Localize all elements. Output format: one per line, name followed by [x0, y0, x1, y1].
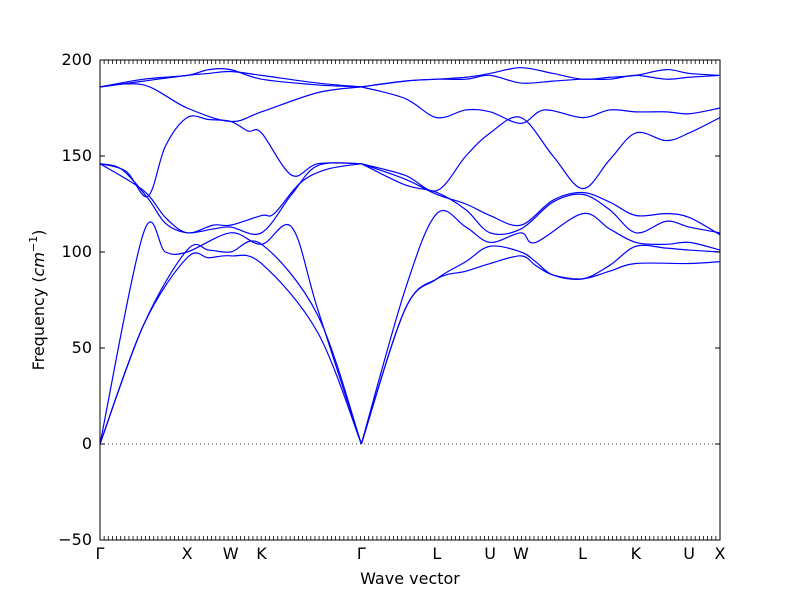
x-tick-label: Γ [96, 544, 105, 563]
x-tick-label: U [683, 544, 695, 563]
x-tick-label: K [631, 544, 642, 563]
branch-line-8 [99, 70, 362, 88]
branch-line-1 [99, 221, 362, 445]
branch-line-9 [99, 68, 362, 88]
y-tick-label: 100 [61, 242, 92, 261]
branch-line-11 [360, 244, 721, 445]
branch-line-3 [99, 240, 362, 445]
y-tick-label: 0 [82, 434, 92, 453]
x-tick-label: W [513, 544, 529, 563]
branch-line-14 [361, 163, 721, 236]
x-tick-label: L [432, 544, 441, 563]
x-tick-label: X [715, 544, 726, 563]
y-axis-title-unit: cm [29, 252, 48, 276]
branch-line-5 [99, 163, 362, 234]
x-tick-label: K [256, 544, 267, 563]
branch-line-12 [360, 209, 721, 445]
x-tick-label: L [578, 544, 587, 563]
branch-line-16 [361, 86, 721, 124]
ticks-group [99, 59, 721, 541]
y-tick-labels: −50 0 50 100 150 200 [58, 50, 92, 549]
y-axis-title: Frequency (cm−1) [27, 230, 48, 371]
y-tick-label: 150 [61, 146, 92, 165]
x-tick-label: W [223, 544, 239, 563]
x-tick-label: U [484, 544, 496, 563]
series-group [99, 67, 721, 445]
branch-line-7 [99, 83, 362, 123]
branch-line-10 [360, 255, 721, 445]
x-axis-title: Wave vector [360, 569, 460, 588]
x-tick-label: Γ [357, 544, 366, 563]
branch-line-13 [361, 163, 721, 235]
branch-line-15 [361, 116, 721, 192]
y-tick-label: 50 [72, 338, 92, 357]
y-axis-title-text: Frequency [29, 288, 48, 371]
y-tick-label: −50 [58, 530, 92, 549]
branch-line-18 [361, 74, 721, 88]
y-tick-label: 200 [61, 50, 92, 69]
x-tick-label: X [182, 544, 193, 563]
y-axis-title-exp: −1 [27, 236, 40, 252]
